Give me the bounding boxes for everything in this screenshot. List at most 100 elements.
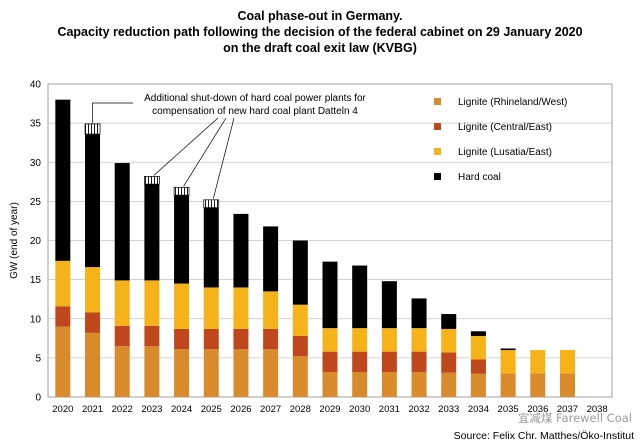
bar-segment bbox=[173, 186, 190, 196]
y-tick-label: 20 bbox=[30, 236, 42, 247]
bar-segment bbox=[203, 287, 219, 329]
bar-segment bbox=[322, 351, 338, 372]
bar-segment bbox=[292, 240, 308, 305]
bar-segment bbox=[500, 373, 516, 397]
bar-segment bbox=[174, 349, 190, 397]
bar-segment bbox=[381, 328, 397, 352]
y-tick-label: 30 bbox=[30, 158, 42, 169]
bar-segment bbox=[114, 163, 130, 281]
bar-segment bbox=[85, 332, 101, 397]
bar-segment bbox=[352, 328, 368, 352]
bar-segment bbox=[352, 265, 368, 329]
bar-segment bbox=[203, 349, 219, 397]
y-tick-label: 35 bbox=[30, 119, 42, 130]
bar-segment bbox=[114, 280, 130, 326]
x-tick-label: 2025 bbox=[201, 404, 222, 415]
bar-segment bbox=[411, 298, 427, 329]
bar-segment bbox=[530, 373, 546, 397]
annotation-line-1: Additional shut-down of hard coal power … bbox=[144, 93, 366, 104]
x-tick-label: 2026 bbox=[230, 404, 251, 415]
bar-segment bbox=[55, 260, 71, 307]
chart-subtitle: Capacity reduction path following the de… bbox=[57, 25, 583, 39]
x-tick-label: 2038 bbox=[587, 404, 608, 415]
bar-segment bbox=[470, 335, 486, 360]
bars bbox=[55, 99, 575, 397]
bar-segment bbox=[352, 371, 368, 397]
x-tick-label: 2028 bbox=[290, 404, 311, 415]
x-tick-label: 2037 bbox=[557, 404, 578, 415]
bar-segment bbox=[233, 213, 249, 288]
bar-segment bbox=[530, 350, 546, 374]
annotation: Additional shut-down of hard coal power … bbox=[92, 93, 367, 199]
bar-segment bbox=[84, 123, 101, 135]
chart-title: Coal phase-out in Germany. bbox=[237, 9, 403, 23]
legend-swatch bbox=[434, 98, 441, 105]
x-tick-label: 2024 bbox=[171, 404, 192, 415]
bar-segment bbox=[411, 351, 427, 372]
bar-segment bbox=[55, 306, 71, 327]
y-tick-label: 5 bbox=[35, 353, 41, 364]
annotation-leader bbox=[153, 117, 219, 176]
bar-segment bbox=[144, 325, 160, 347]
bar-segment bbox=[500, 350, 516, 374]
bar-segment bbox=[322, 328, 338, 352]
bar-segment bbox=[263, 291, 279, 329]
y-tick-label: 15 bbox=[30, 275, 42, 286]
x-tick-label: 2022 bbox=[112, 404, 133, 415]
bar-segment bbox=[381, 351, 397, 372]
bar-segment bbox=[322, 261, 338, 329]
bar-segment bbox=[263, 328, 279, 350]
bar-segment bbox=[233, 349, 249, 397]
bar-segment bbox=[559, 373, 575, 397]
bar-segment bbox=[411, 328, 427, 352]
legend-label: Lignite (Rhineland/West) bbox=[458, 97, 567, 108]
bar-segment bbox=[292, 304, 308, 336]
x-tick-label: 2029 bbox=[319, 404, 340, 415]
bar-segment bbox=[144, 175, 160, 185]
x-tick-label: 2023 bbox=[141, 404, 162, 415]
y-tick-label: 10 bbox=[30, 314, 42, 325]
legend-label: Hard coal bbox=[458, 172, 501, 183]
legend: Lignite (Rhineland/West) Lignite (Central… bbox=[434, 97, 567, 183]
bar-segment bbox=[381, 371, 397, 397]
bar-segment bbox=[470, 331, 486, 336]
y-tick-label: 0 bbox=[35, 393, 41, 404]
legend-swatch bbox=[434, 123, 441, 130]
bar-segment bbox=[55, 99, 71, 261]
legend-swatch bbox=[434, 148, 441, 155]
y-tick-label: 40 bbox=[30, 80, 42, 91]
bar-segment bbox=[174, 283, 190, 329]
annotation-line-2: compensation of new hard coal plant Datt… bbox=[152, 106, 358, 117]
bar-segment bbox=[411, 371, 427, 397]
bar-segment bbox=[55, 326, 71, 397]
bar-segment bbox=[85, 267, 101, 313]
bar-segment bbox=[85, 312, 101, 333]
x-tick-label: 2035 bbox=[498, 404, 519, 415]
bar-segment bbox=[233, 328, 249, 350]
bar-segment bbox=[441, 328, 457, 353]
bar-segment bbox=[144, 346, 160, 397]
bar-segment bbox=[263, 226, 279, 292]
y-axis-label: GW (end of year) bbox=[9, 202, 20, 279]
legend-swatch bbox=[434, 173, 441, 180]
bar-segment bbox=[559, 350, 575, 374]
x-tick-label: 2033 bbox=[438, 404, 459, 415]
bar-segment bbox=[441, 352, 457, 373]
x-tick-label: 2034 bbox=[468, 404, 489, 415]
bar-segment bbox=[114, 346, 130, 397]
bar-segment bbox=[174, 195, 190, 284]
x-tick-label: 2020 bbox=[52, 404, 73, 415]
annotation-leader bbox=[212, 117, 235, 199]
x-tick-label: 2027 bbox=[260, 404, 281, 415]
x-tick-label: 2032 bbox=[408, 404, 429, 415]
bar-segment bbox=[85, 134, 101, 268]
bar-segment bbox=[203, 328, 219, 350]
annotation-leader bbox=[183, 117, 227, 187]
bar-segment bbox=[144, 184, 160, 281]
bar-segment bbox=[263, 349, 279, 397]
y-tick-label: 25 bbox=[30, 197, 42, 208]
bar-segment bbox=[203, 207, 219, 288]
legend-label: Lignite (Lusatia/East) bbox=[458, 147, 552, 158]
bar-segment bbox=[144, 280, 160, 326]
